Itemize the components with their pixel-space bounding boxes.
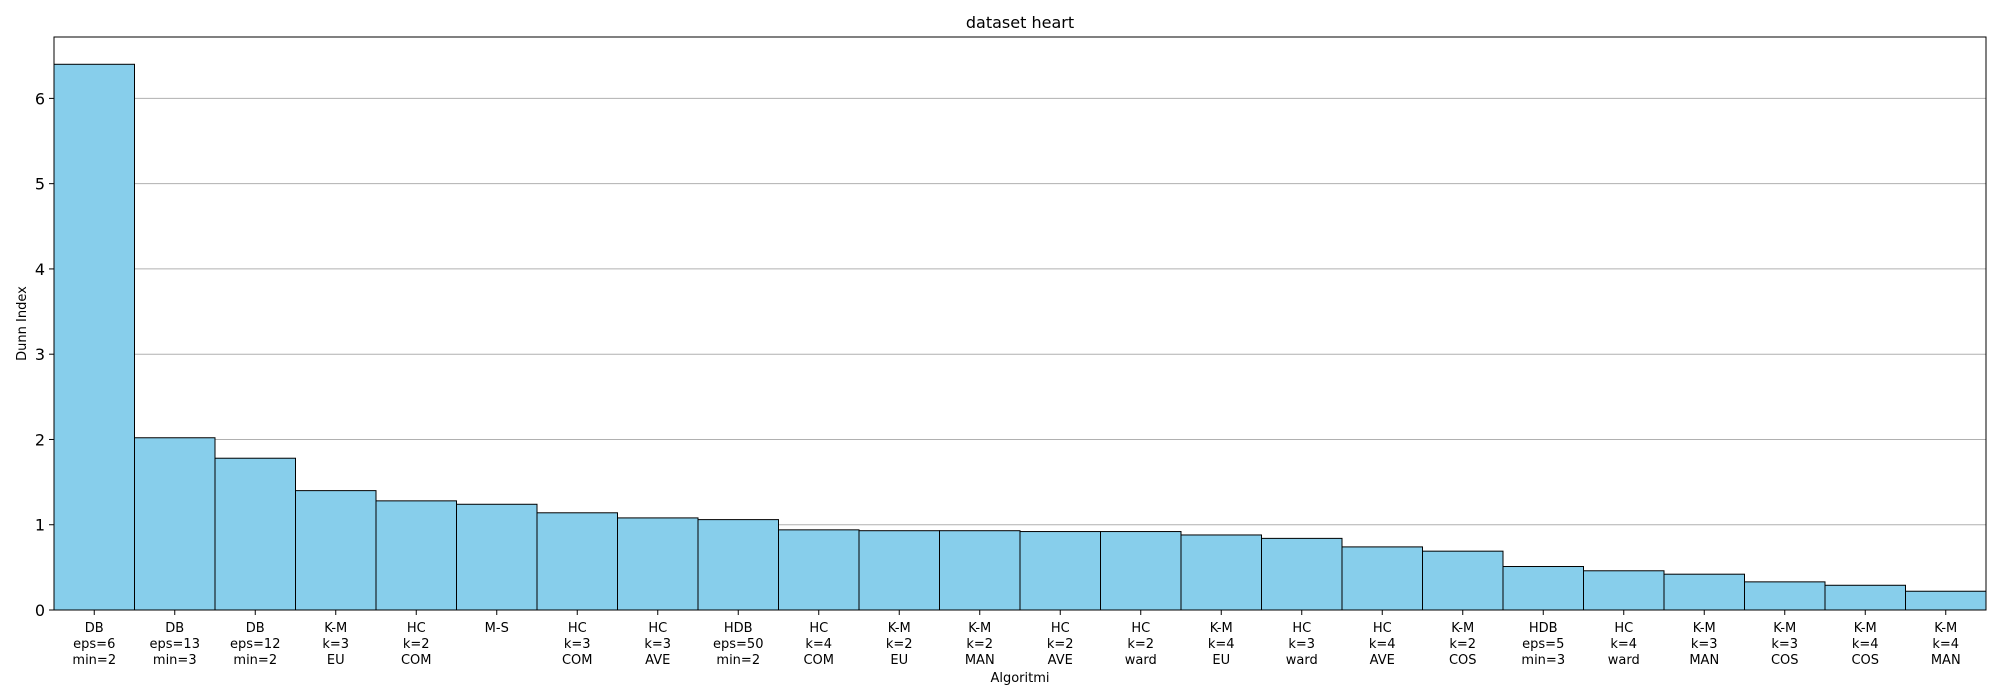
bar [1744,581,1826,611]
x-axis-ticks: DB eps=6 min=2 DB eps=13 min=3 DB eps=12 min=2 K-… [72,610,1961,668]
x-tick-label: K-M k=4 COS [1851,621,1879,668]
x-tick-label: HDB eps=50 min=2 [713,621,763,668]
x-tick-label: HC k=4 ward [1608,621,1640,668]
bar [1341,546,1423,611]
x-tick-label: HC k=3 ward [1286,621,1318,668]
bar [375,500,457,611]
bar [1019,531,1101,611]
bar [778,529,860,611]
bar [1824,584,1906,611]
bar [456,503,538,611]
bar [1905,590,1987,611]
x-tick-label: HC k=2 AVE [1047,621,1074,668]
x-tick-label: HC k=3 AVE [644,621,671,668]
x-tick-label: K-M k=2 MAN [965,621,995,668]
bars-layer [53,63,1987,611]
x-tick-label: K-M k=4 MAN [1931,621,1961,668]
y-tick-label: 6 [35,89,45,108]
y-tick-label: 2 [35,430,45,449]
x-tick-label: K-M k=3 MAN [1689,621,1719,668]
x-tick-label: HC k=4 AVE [1369,621,1396,668]
bar [1663,573,1745,611]
x-tick-label: K-M k=3 EU [322,621,349,668]
y-tick-label: 3 [35,345,45,364]
bar [134,437,216,611]
bar [697,519,779,611]
bar [295,490,377,611]
bar [214,457,296,611]
bar [617,517,699,611]
x-tick-label: DB eps=12 min=2 [230,621,280,668]
bar [858,530,940,611]
y-tick-label: 1 [35,516,45,535]
chart-title: dataset heart [966,13,1074,32]
x-tick-label: K-M k=2 EU [886,621,913,668]
y-tick-label: 5 [35,175,45,194]
bar [939,530,1021,611]
bar [536,512,618,611]
x-tick-label: HC k=3 COM [562,621,593,668]
x-tick-label: HC k=2 ward [1125,621,1157,668]
x-tick-label: HC k=4 COM [803,621,834,668]
y-axis-label: Dunn Index [15,286,30,361]
x-tick-label: HC k=2 COM [401,621,432,668]
bar [1180,534,1262,611]
bar [1502,566,1584,611]
y-tick-label: 4 [35,260,45,279]
bar [1583,570,1665,611]
bar [1422,550,1504,611]
x-axis-label: Algoritmi [990,671,1049,686]
y-axis-ticks: 0 1 2 3 4 5 6 [35,89,54,620]
x-tick-label: K-M k=2 COS [1449,621,1477,668]
x-tick-label: HDB eps=5 min=3 [1521,621,1565,668]
bar [1100,531,1182,611]
bar [53,63,135,611]
plot-frame [53,36,1987,611]
x-tick-label: M-S [485,621,509,636]
x-tick-label: K-M k=3 COS [1771,621,1799,668]
x-tick-label: K-M k=4 EU [1208,621,1235,668]
x-tick-label: DB eps=6 min=2 [72,621,116,668]
x-tick-label: DB eps=13 min=3 [150,621,200,668]
bar [1261,537,1343,611]
y-tick-label: 0 [35,601,45,620]
